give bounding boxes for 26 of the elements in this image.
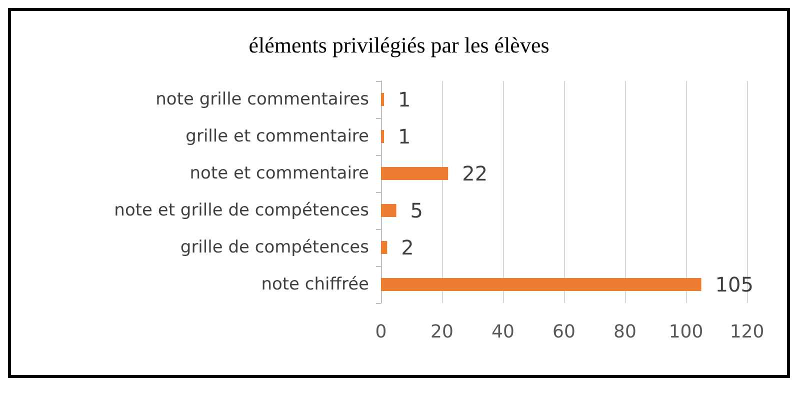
- bar: [381, 204, 396, 217]
- data-label: 5: [410, 198, 423, 222]
- x-tick-label: 80: [614, 322, 636, 342]
- x-tick-label: 0: [375, 322, 387, 342]
- data-label: 22: [462, 162, 488, 186]
- data-label: 1: [398, 88, 411, 112]
- x-tick-label: 60: [552, 322, 576, 342]
- bar: [381, 278, 702, 291]
- data-label: 2: [401, 236, 414, 260]
- x-tick-label: 100: [668, 322, 704, 342]
- bar: [381, 93, 384, 106]
- bar: [381, 130, 384, 143]
- y-tick-label: note grille commentaires: [156, 90, 370, 110]
- bar: [381, 167, 448, 180]
- y-tick-label: grille et commentaire: [186, 126, 369, 146]
- data-label: 105: [715, 272, 754, 296]
- y-tick-label: note et grille de compétences: [114, 200, 370, 220]
- data-label: 1: [398, 124, 411, 148]
- chart-title: éléments privilégiés par les élèves: [248, 32, 550, 58]
- x-tick-label: 20: [430, 322, 454, 342]
- y-tick-label: note chiffrée: [261, 274, 369, 294]
- x-tick-label: 120: [730, 322, 764, 342]
- bar: [381, 241, 388, 254]
- y-tick-label: note et commentaire: [190, 164, 369, 184]
- x-tick-label: 40: [492, 322, 514, 342]
- y-tick-label: grille de compétences: [180, 238, 370, 258]
